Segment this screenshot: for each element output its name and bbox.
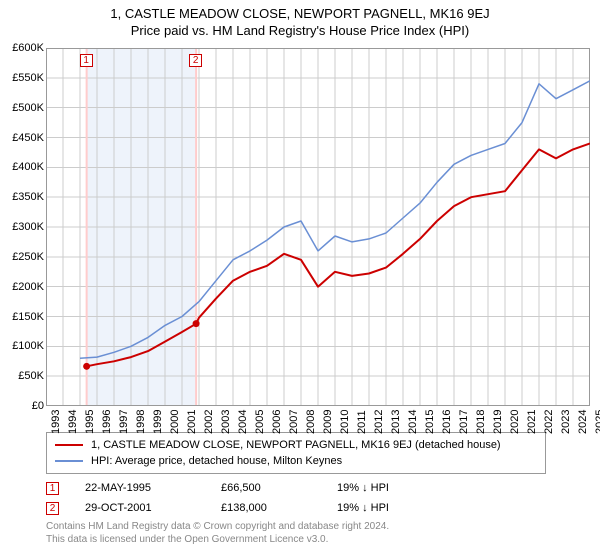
footer-line-1: Contains HM Land Registry data © Crown c… <box>46 520 389 533</box>
legend-swatch <box>55 460 83 462</box>
marker-row-pct: 19% ↓ HPI <box>337 502 437 514</box>
x-tick-label: 2005 <box>254 410 266 434</box>
marker-box-1: 1 <box>80 54 93 67</box>
y-tick-label: £350K <box>12 191 44 203</box>
x-tick-label: 2023 <box>560 410 572 434</box>
y-tick-label: £250K <box>12 251 44 263</box>
title-line-1: 1, CASTLE MEADOW CLOSE, NEWPORT PAGNELL,… <box>0 6 600 21</box>
y-tick-label: £0 <box>32 400 44 412</box>
x-tick-label: 1998 <box>135 410 147 434</box>
legend-item: 1, CASTLE MEADOW CLOSE, NEWPORT PAGNELL,… <box>55 437 537 453</box>
y-tick-label: £50K <box>18 370 44 382</box>
title-block: 1, CASTLE MEADOW CLOSE, NEWPORT PAGNELL,… <box>0 0 600 38</box>
x-tick-label: 2004 <box>237 410 249 434</box>
chart-container: 1, CASTLE MEADOW CLOSE, NEWPORT PAGNELL,… <box>0 0 600 560</box>
y-tick-label: £300K <box>12 221 44 233</box>
x-tick-label: 2008 <box>305 410 317 434</box>
x-tick-label: 2017 <box>458 410 470 434</box>
marker-row-date: 22-MAY-1995 <box>85 482 195 494</box>
y-tick-label: £150K <box>12 311 44 323</box>
marker-table: 1 22-MAY-1995 £66,500 19% ↓ HPI 2 29-OCT-2001… <box>46 478 437 518</box>
x-tick-label: 2002 <box>203 410 215 434</box>
x-tick-label: 2000 <box>169 410 181 434</box>
x-tick-label: 2022 <box>543 410 555 434</box>
marker-row-pct: 19% ↓ HPI <box>337 482 437 494</box>
sale-dot <box>193 320 200 327</box>
footer-attribution: Contains HM Land Registry data © Crown c… <box>46 520 389 546</box>
x-tick-label: 2025 <box>594 410 600 434</box>
x-tick-label: 1993 <box>50 410 62 434</box>
marker-row-number: 2 <box>46 502 59 515</box>
marker-row-price: £66,500 <box>221 482 311 494</box>
x-tick-label: 1997 <box>118 410 130 434</box>
x-tick-label: 2010 <box>339 410 351 434</box>
x-tick-label: 1994 <box>67 410 79 434</box>
y-tick-label: £100K <box>12 340 44 352</box>
legend-item: HPI: Average price, detached house, Milt… <box>55 453 537 469</box>
x-tick-label: 1999 <box>152 410 164 434</box>
y-tick-label: £600K <box>12 42 44 54</box>
y-tick-label: £450K <box>12 132 44 144</box>
y-tick-label: £550K <box>12 72 44 84</box>
x-tick-label: 2011 <box>356 410 368 434</box>
legend-label: 1, CASTLE MEADOW CLOSE, NEWPORT PAGNELL,… <box>91 437 501 453</box>
x-tick-label: 2018 <box>475 410 487 434</box>
x-tick-label: 2006 <box>271 410 283 434</box>
marker-box-2: 2 <box>189 54 202 67</box>
x-tick-label: 2019 <box>492 410 504 434</box>
chart-svg <box>46 48 590 406</box>
y-tick-label: £400K <box>12 161 44 173</box>
x-tick-label: 1996 <box>101 410 113 434</box>
x-tick-label: 2021 <box>526 410 538 434</box>
marker-row: 2 29-OCT-2001 £138,000 19% ↓ HPI <box>46 498 437 518</box>
title-line-2: Price paid vs. HM Land Registry's House … <box>0 23 600 38</box>
x-tick-label: 2009 <box>322 410 334 434</box>
x-tick-label: 2013 <box>390 410 402 434</box>
marker-row-price: £138,000 <box>221 502 311 514</box>
x-tick-label: 2012 <box>373 410 385 434</box>
x-tick-label: 2007 <box>288 410 300 434</box>
marker-row-number: 1 <box>46 482 59 495</box>
legend: 1, CASTLE MEADOW CLOSE, NEWPORT PAGNELL,… <box>46 432 546 474</box>
marker-row: 1 22-MAY-1995 £66,500 19% ↓ HPI <box>46 478 437 498</box>
sale-dot <box>83 363 90 370</box>
legend-label: HPI: Average price, detached house, Milt… <box>91 453 342 469</box>
plot-area <box>46 48 590 406</box>
y-tick-label: £200K <box>12 281 44 293</box>
x-tick-label: 2016 <box>441 410 453 434</box>
x-tick-label: 2024 <box>577 410 589 434</box>
x-tick-label: 2001 <box>186 410 198 434</box>
footer-line-2: This data is licensed under the Open Gov… <box>46 533 389 546</box>
x-tick-label: 2020 <box>509 410 521 434</box>
x-tick-label: 2015 <box>424 410 436 434</box>
marker-row-date: 29-OCT-2001 <box>85 502 195 514</box>
x-tick-label: 2014 <box>407 410 419 434</box>
x-tick-label: 2003 <box>220 410 232 434</box>
legend-swatch <box>55 444 83 446</box>
y-tick-label: £500K <box>12 102 44 114</box>
x-tick-label: 1995 <box>84 410 96 434</box>
